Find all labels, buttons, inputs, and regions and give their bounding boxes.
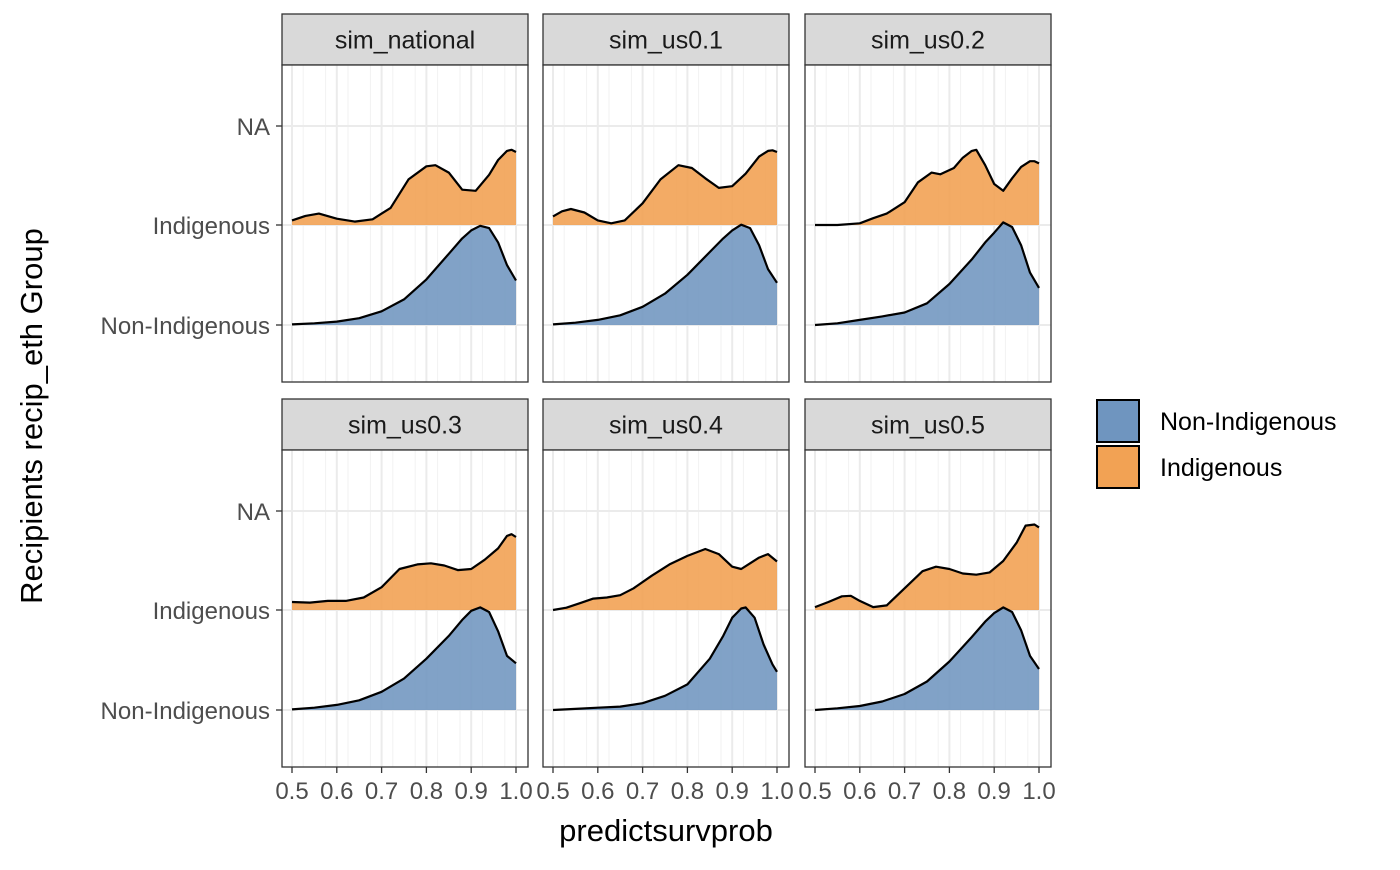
x-tick-label: 0.8 bbox=[933, 778, 966, 805]
x-tick-label: 0.9 bbox=[455, 778, 488, 805]
density-area-non-indigenous bbox=[553, 607, 777, 710]
density-line-non-indigenous bbox=[552, 606, 778, 712]
y-tick-label: Indigenous bbox=[153, 213, 270, 240]
density-area-non-indigenous bbox=[815, 607, 1039, 710]
density-line-non-indigenous bbox=[291, 606, 517, 711]
x-tick-label: 0.9 bbox=[978, 778, 1011, 805]
x-tick-label: 0.5 bbox=[275, 778, 308, 805]
facet-strip-label: sim_us0.3 bbox=[348, 412, 462, 440]
x-tick-label: 0.7 bbox=[626, 778, 659, 805]
density-area-non-indigenous bbox=[292, 225, 516, 325]
x-axis-title: predictsurvprob bbox=[559, 813, 773, 848]
x-tick-label: 1.0 bbox=[1022, 778, 1055, 805]
facet-strip bbox=[542, 13, 790, 66]
legend-key-non-indigenous bbox=[1096, 399, 1140, 443]
panel-border bbox=[281, 449, 529, 768]
panel-border bbox=[804, 64, 1052, 383]
facet-strip bbox=[281, 13, 529, 66]
legend-label: Indigenous bbox=[1160, 454, 1282, 482]
density-line-indigenous bbox=[815, 148, 1040, 227]
density-line-non-indigenous bbox=[552, 223, 778, 326]
x-tick-label: 0.9 bbox=[716, 778, 749, 805]
facet-strip-label: sim_us0.1 bbox=[609, 27, 723, 55]
y-tick-label: NA bbox=[237, 114, 270, 141]
x-tick-label: 0.5 bbox=[798, 778, 831, 805]
density-area-indigenous bbox=[553, 549, 777, 610]
density-line-non-indigenous bbox=[291, 224, 517, 326]
panel-border bbox=[804, 449, 1052, 768]
y-tick-label: Non-Indigenous bbox=[101, 313, 270, 340]
y-axis-title: Recipients recip_eth Group bbox=[14, 228, 49, 604]
y-tick-label: Indigenous bbox=[153, 598, 270, 625]
density-area-non-indigenous bbox=[815, 222, 1039, 325]
facet-strip-label: sim_us0.5 bbox=[871, 412, 985, 440]
x-tick-label: 1.0 bbox=[499, 778, 532, 805]
legend-key-indigenous bbox=[1096, 445, 1140, 489]
x-tick-label: 0.7 bbox=[365, 778, 398, 805]
facet-strip-label: sim_us0.2 bbox=[871, 27, 985, 55]
panel-border bbox=[281, 64, 529, 383]
x-tick-label: 0.6 bbox=[843, 778, 876, 805]
density-area-indigenous bbox=[815, 524, 1039, 610]
x-tick-label: 0.8 bbox=[671, 778, 704, 805]
x-tick-label: 1.0 bbox=[760, 778, 793, 805]
density-area-non-indigenous bbox=[553, 224, 777, 325]
density-line-indigenous bbox=[814, 523, 1040, 609]
density-line-indigenous bbox=[291, 533, 517, 604]
panel-border bbox=[542, 64, 790, 383]
y-tick-label: Non-Indigenous bbox=[101, 698, 270, 725]
legend-label: Non-Indigenous bbox=[1160, 408, 1337, 436]
density-area-non-indigenous bbox=[292, 607, 516, 710]
x-tick-label: 0.5 bbox=[536, 778, 569, 805]
facet-strip bbox=[804, 13, 1052, 66]
panel-border bbox=[542, 449, 790, 768]
density-line-indigenous bbox=[291, 148, 517, 223]
x-tick-label: 0.6 bbox=[320, 778, 353, 805]
density-line-non-indigenous bbox=[814, 221, 1040, 327]
density-area-indigenous bbox=[292, 534, 516, 610]
x-tick-label: 0.6 bbox=[581, 778, 614, 805]
facet-strip-label: sim_us0.4 bbox=[609, 412, 723, 440]
density-line-non-indigenous bbox=[814, 606, 1040, 712]
x-tick-label: 0.8 bbox=[410, 778, 443, 805]
density-line-indigenous bbox=[552, 547, 778, 612]
x-tick-label: 0.7 bbox=[888, 778, 921, 805]
y-tick-label: NA bbox=[237, 499, 270, 526]
density-area-indigenous bbox=[553, 150, 777, 225]
density-line-indigenous bbox=[552, 149, 778, 225]
facet-strip-label: sim_national bbox=[335, 27, 475, 55]
density-area-indigenous bbox=[815, 149, 1039, 225]
